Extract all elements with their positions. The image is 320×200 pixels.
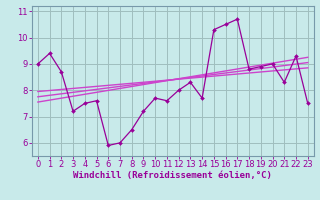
X-axis label: Windchill (Refroidissement éolien,°C): Windchill (Refroidissement éolien,°C)	[73, 171, 272, 180]
